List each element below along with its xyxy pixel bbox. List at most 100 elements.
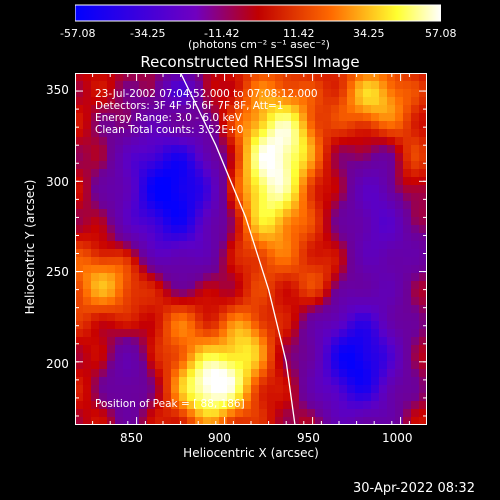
heatmap-cell [203,305,212,314]
heatmap-cell [331,345,340,354]
heatmap-cell [283,209,292,218]
heatmap-cell [251,369,260,378]
heatmap-cell [403,153,412,162]
heatmap-cell [83,281,92,290]
heatmap-cell [83,169,92,178]
heatmap-cell [371,129,380,138]
heatmap-cell [155,329,164,338]
heatmap-cell [411,177,420,186]
heatmap-cell [283,289,292,298]
heatmap-cell [115,145,124,154]
heatmap-cell [291,257,300,266]
heatmap-cell [99,321,108,330]
heatmap-cell [251,265,260,274]
heatmap-cell [403,409,412,418]
heatmap-cell [131,201,140,210]
heatmap-cell [283,177,292,186]
heatmap-cell [219,393,228,402]
heatmap-cell [395,385,404,394]
heatmap-cell [363,361,372,370]
heatmap-cell [123,209,132,218]
heatmap-cell [323,257,332,266]
heatmap-cell [267,89,276,98]
heatmap-cell [163,233,172,242]
heatmap-cell [275,97,284,106]
heatmap-cell [339,233,348,242]
heatmap-cell [83,97,92,106]
heatmap-cell [235,113,244,122]
heatmap-cell [339,401,348,410]
heatmap-cell [283,89,292,98]
heatmap-cell [395,153,404,162]
heatmap-cell [339,137,348,146]
heatmap-cell [83,273,92,282]
heatmap-cell [139,409,148,418]
heatmap-cell [147,97,156,106]
heatmap-cell [107,361,116,370]
heatmap-cell [163,105,172,114]
heatmap-cell [291,305,300,314]
heatmap-cell [187,177,196,186]
heatmap-cell [243,353,252,362]
heatmap-cell [411,265,420,274]
heatmap-cell [147,225,156,234]
heatmap-cell [155,313,164,322]
heatmap-cell [179,305,188,314]
heatmap-cell [203,337,212,346]
heatmap-cell [147,233,156,242]
heatmap-cell [75,81,84,90]
heatmap-cell [115,297,124,306]
heatmap-cell [139,185,148,194]
heatmap-cell [403,265,412,274]
heatmap-cell [355,337,364,346]
heatmap-cell [243,137,252,146]
heatmap-cell [235,377,244,386]
heatmap-cell [259,265,268,274]
heatmap-cell [267,105,276,114]
heatmap-cell [411,89,420,98]
heatmap-cell [107,225,116,234]
heatmap-cell [315,369,324,378]
heatmap-cell [355,257,364,266]
heatmap-cell [195,209,204,218]
heatmap-cell [91,313,100,322]
heatmap-cell [187,257,196,266]
heatmap-cell [179,401,188,410]
heatmap-cell [323,409,332,418]
heatmap-cell [107,417,116,425]
heatmap-cell [387,265,396,274]
heatmap-cell [75,105,84,114]
heatmap-cell [371,329,380,338]
heatmap-cell [259,345,268,354]
heatmap-cell [347,97,356,106]
heatmap-cell [411,305,420,314]
heatmap-cell [195,97,204,106]
heatmap-cell [243,209,252,218]
heatmap-cell [259,409,268,418]
heatmap-cell [323,161,332,170]
heatmap-cell [147,193,156,202]
heatmap-cell [283,185,292,194]
heatmap-cell [163,377,172,386]
heatmap-cell [123,281,132,290]
heatmap-cell [355,409,364,418]
heatmap-cell [171,297,180,306]
heatmap-cell [299,249,308,258]
heatmap-cell [115,281,124,290]
heatmap-cell [411,417,420,425]
heatmap-cell [91,409,100,418]
heatmap-cell [187,193,196,202]
heatmap-cell [259,177,268,186]
heatmap-cell [259,105,268,114]
heatmap-cell [251,353,260,362]
heatmap-cell [235,193,244,202]
heatmap-cell [395,281,404,290]
heatmap-cell [315,289,324,298]
heatmap-cell [179,217,188,226]
heatmap-cell [419,73,427,82]
heatmap-cell [219,193,228,202]
heatmap-cell [75,193,84,202]
heatmap-cell [339,265,348,274]
heatmap-cell [75,73,84,82]
heatmap-cell [347,145,356,154]
